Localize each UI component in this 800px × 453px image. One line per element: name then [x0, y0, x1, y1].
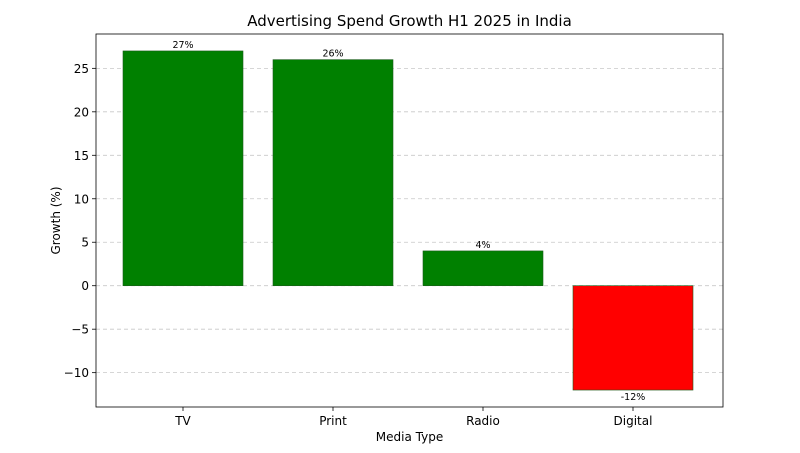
y-tick-label: 0: [81, 279, 89, 293]
y-tick-label: −5: [71, 323, 89, 337]
x-tick-label: Digital: [614, 414, 653, 428]
bar-tv: [122, 50, 244, 287]
y-axis-label: Growth (%): [49, 186, 63, 254]
y-tick-label: −10: [64, 366, 89, 380]
data-label: 27%: [172, 40, 193, 51]
y-axis: −10 −5 0 5 10 15 20 25: [64, 62, 96, 380]
data-label: -12%: [621, 392, 646, 403]
chart-title: Advertising Spend Growth H1 2025 in Indi…: [247, 12, 572, 30]
y-tick-label: 10: [74, 192, 89, 206]
bar-print: [272, 59, 394, 287]
bar-radio: [422, 250, 544, 287]
x-tick-label: Radio: [466, 414, 500, 428]
x-tick-label: Print: [319, 414, 347, 428]
x-tick-label: TV: [174, 414, 191, 428]
data-label: 4%: [475, 240, 490, 251]
data-label: 26%: [322, 49, 343, 60]
y-tick-label: 15: [74, 149, 89, 163]
plot-frame: [95, 33, 724, 408]
bar-digital: [572, 285, 694, 391]
bars: 27% 26% 4% -12%: [122, 40, 694, 403]
x-axis: TV Print Radio Digital: [174, 407, 652, 428]
y-tick-label: 20: [74, 105, 89, 119]
x-axis-label: Media Type: [376, 430, 443, 444]
y-tick-label: 25: [74, 62, 89, 76]
y-tick-label: 5: [81, 236, 89, 250]
